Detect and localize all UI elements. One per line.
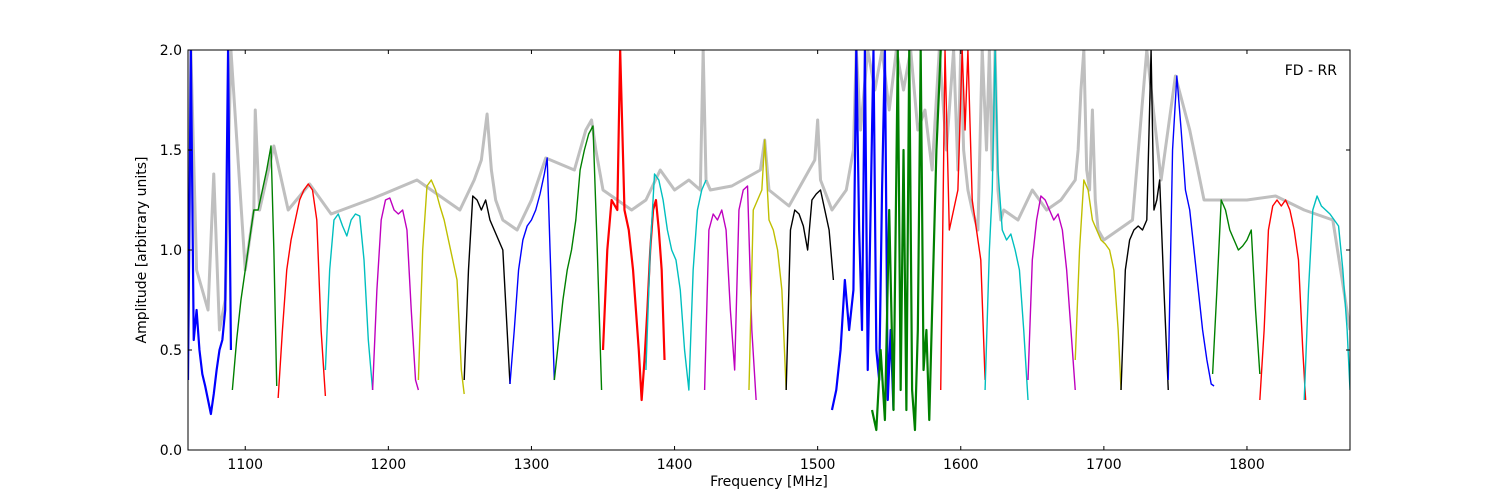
y-tick-label: 0.0 [160, 443, 182, 459]
series-line-23 [1211, 199, 1261, 375]
series-line-15 [830, 50, 895, 411]
series-line-19 [1027, 195, 1076, 391]
series-line-9 [553, 125, 603, 391]
series-line-1 [188, 50, 233, 416]
x-tick-label: 1800 [1229, 457, 1265, 473]
x-tick-label: 1400 [657, 457, 693, 473]
series-line-10 [601, 50, 666, 402]
series-line-6 [417, 179, 465, 395]
series-line-11 [645, 173, 707, 391]
series-line-21 [1120, 50, 1169, 391]
x-tick-label: 1700 [1086, 457, 1122, 473]
series-layer [188, 50, 1350, 432]
series-line-17 [940, 50, 986, 391]
x-axis-label: Frequency [MHz] [710, 474, 828, 490]
series-line-16 [870, 50, 942, 432]
series-line-20 [1074, 179, 1122, 391]
x-tick-label: 1600 [943, 457, 979, 473]
series-line-24 [1259, 199, 1307, 401]
series-line-2 [231, 145, 278, 391]
series-line-12 [703, 185, 757, 401]
series-line-22 [1167, 75, 1215, 387]
series-line-14 [785, 189, 835, 391]
y-axis-ticks: 0.0 0.5 1.0 1.5 2.0 [160, 43, 1350, 459]
x-tick-label: 1200 [371, 457, 407, 473]
y-tick-label: 1.0 [160, 243, 182, 259]
series-line-7 [463, 195, 511, 385]
series-line-8 [509, 157, 556, 385]
y-tick-label: 2.0 [160, 43, 182, 59]
series-line-4 [324, 213, 374, 391]
x-tick-label: 1500 [800, 457, 836, 473]
series-line-18 [984, 50, 1029, 401]
series-line-25 [1303, 195, 1350, 401]
x-axis-ticks: 1100 1200 1300 1400 1500 1600 1700 1800 [227, 50, 1265, 473]
y-tick-label: 0.5 [160, 343, 182, 359]
x-tick-label: 1100 [227, 457, 263, 473]
series-line-3 [277, 183, 327, 399]
series-line-13 [748, 139, 787, 391]
plot-annotation: FD - RR [1285, 63, 1338, 79]
y-axis-label: Amplitude [arbitrary units] [134, 157, 150, 344]
plot-frame [187, 49, 1351, 451]
x-tick-label: 1300 [514, 457, 550, 473]
series-line-5 [371, 197, 420, 391]
y-tick-label: 1.5 [160, 143, 182, 159]
